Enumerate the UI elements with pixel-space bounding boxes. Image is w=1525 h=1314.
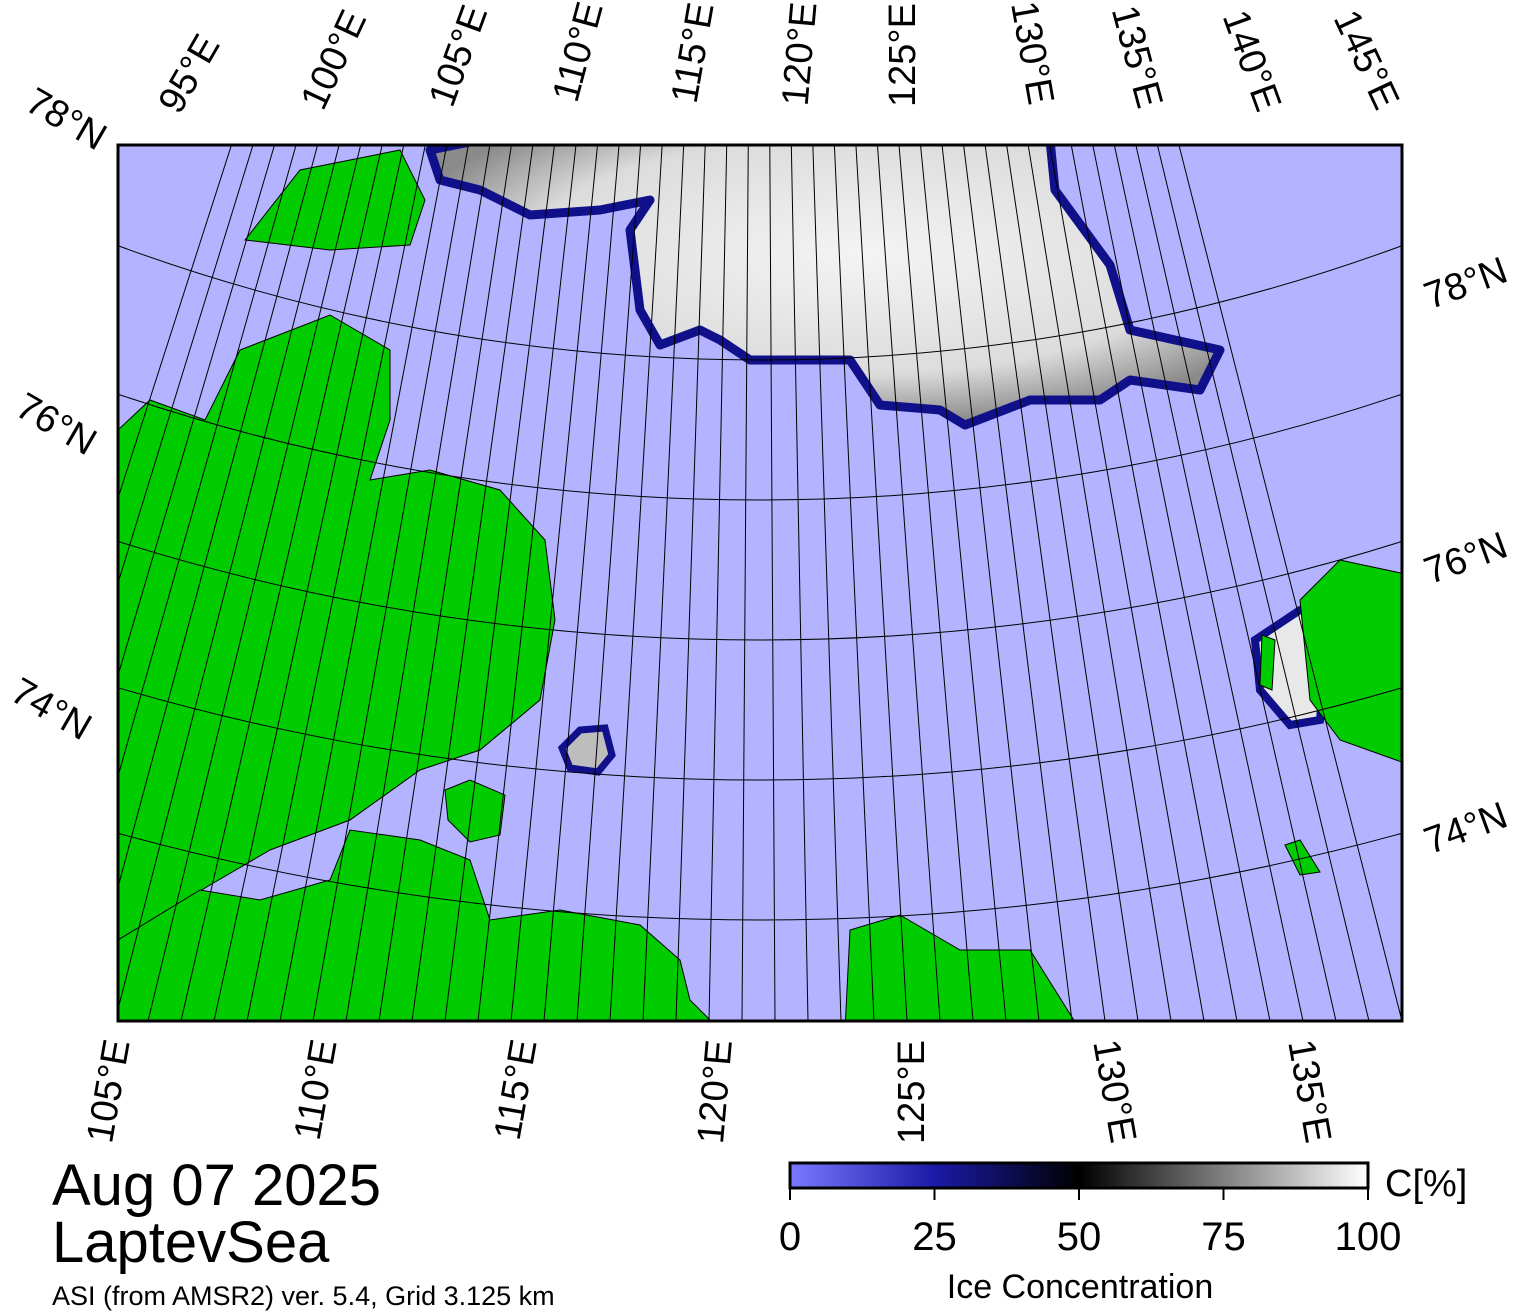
sea-ice — [557, 724, 616, 776]
meridian — [345, 145, 491, 1021]
meridian — [1113, 145, 1304, 1021]
meridian — [213, 145, 405, 1021]
meridian — [1135, 145, 1337, 1021]
meridian — [118, 145, 340, 1012]
bottom-label: 110°E — [287, 1036, 346, 1143]
colorbar-tick-label: 75 — [1201, 1215, 1246, 1259]
top-label: 105°E — [421, 0, 496, 112]
right-label: 76°N — [1419, 524, 1513, 593]
map-area — [118, 145, 1402, 1021]
region: LaptevSea — [52, 1210, 330, 1275]
meridian — [576, 145, 642, 1021]
colorbar-tick-label: 25 — [912, 1215, 957, 1259]
meridian — [246, 145, 426, 1021]
meridian — [675, 145, 706, 1021]
meridian — [1178, 145, 1402, 1021]
top-label: 95°E — [151, 28, 229, 121]
meridian — [941, 145, 1040, 1021]
meridian — [147, 145, 362, 1021]
meridian — [1070, 145, 1238, 1021]
meridian — [642, 145, 685, 1021]
meridian — [279, 145, 448, 1021]
meridian — [920, 145, 1007, 1021]
bottom-label: 120°E — [690, 1038, 741, 1145]
top-label: 140°E — [1214, 5, 1289, 117]
top-label: 130°E — [1002, 0, 1061, 108]
left-label: 74°N — [4, 670, 99, 749]
meridian — [1006, 145, 1139, 1021]
bottom-label: 125°E — [891, 1040, 933, 1144]
colorbar-label: Ice Concentration — [947, 1268, 1214, 1306]
sea-ice — [425, 145, 1225, 430]
meridian — [833, 145, 875, 1021]
colorbar — [788, 1161, 1370, 1190]
meridian — [790, 145, 809, 1021]
bottom-label: 135°E — [1279, 1036, 1338, 1146]
meridian — [963, 145, 1073, 1021]
meridian — [543, 145, 620, 1021]
meridian — [510, 145, 599, 1021]
top-label: 115°E — [664, 0, 723, 106]
meridian — [312, 145, 469, 1021]
top-label: 110°E — [545, 0, 612, 106]
meridian — [378, 145, 512, 1021]
meridian — [411, 145, 534, 1021]
left-label: 78°N — [19, 80, 114, 159]
meridian — [1156, 145, 1370, 1021]
meridian — [1092, 145, 1271, 1021]
land — [118, 149, 1402, 1021]
meridian — [1049, 145, 1205, 1021]
colorbar-unit: C[%] — [1385, 1163, 1467, 1205]
meridian — [444, 145, 555, 1021]
source: ASI (from AMSR2) ver. 5.4, Grid 3.125 km — [52, 1281, 555, 1311]
top-label: 120°E — [775, 0, 826, 107]
meridian — [898, 145, 974, 1021]
meridian — [118, 145, 297, 779]
map-frame — [116, 143, 1404, 1023]
right-label: 78°N — [1419, 249, 1513, 318]
meridian — [180, 145, 383, 1021]
meridian — [855, 145, 908, 1021]
meridian — [477, 145, 577, 1021]
bottom-label: 130°E — [1084, 1036, 1143, 1146]
meridian — [984, 145, 1106, 1021]
bottom-label: 105°E — [79, 1036, 138, 1146]
top-label: 145°E — [1325, 4, 1407, 116]
bottom-label: 115°E — [487, 1036, 546, 1143]
top-label: 125°E — [882, 3, 924, 107]
colorbar-tick-label: 50 — [1057, 1215, 1102, 1259]
meridian — [769, 145, 776, 1021]
meridian — [1027, 145, 1172, 1021]
date: Aug 07 2025 — [52, 1153, 381, 1218]
colorbar-tick-label: 100 — [1335, 1215, 1402, 1259]
graticule — [118, 145, 1402, 1021]
top-label: 100°E — [293, 4, 375, 116]
left-label: 76°N — [9, 385, 104, 464]
top-label: 135°E — [1103, 1, 1170, 112]
meridian — [812, 145, 842, 1021]
colorbar-tick-label: 0 — [779, 1215, 801, 1259]
meridian — [708, 145, 728, 1021]
meridian — [609, 145, 663, 1021]
meridian — [118, 145, 319, 890]
meridian — [741, 145, 749, 1021]
meridian — [876, 145, 941, 1021]
right-label: 74°N — [1419, 794, 1513, 863]
